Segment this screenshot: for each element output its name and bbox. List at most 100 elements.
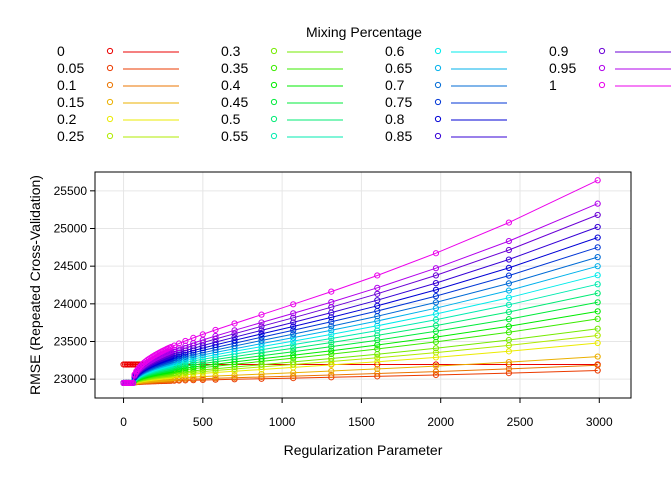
point-0.95-39: [290, 310, 297, 317]
x-tick-label-3: 1500: [348, 415, 375, 429]
point-0.2-41: [374, 358, 381, 365]
point-0.9-37: [231, 330, 238, 337]
point-0.65-42: [432, 305, 440, 312]
point-0.35-43: [505, 329, 512, 336]
legend-entry-0.85: 0.85: [385, 128, 507, 144]
legend-marker: [598, 47, 606, 55]
point-0.95-32: [175, 344, 183, 352]
point-0.9-41: [374, 290, 381, 297]
legend-marker: [434, 115, 442, 123]
legend-entry-0.9: 0.9: [549, 43, 671, 59]
point-0.55-39: [290, 341, 297, 348]
point-0.05-43: [505, 369, 512, 377]
point-0.9-39: [290, 314, 297, 321]
legend-label: 1: [549, 77, 557, 93]
point-0.15-41: [374, 365, 381, 373]
legend-entry-0.45: 0.45: [221, 94, 343, 110]
y-axis-title: RMSE (Repeated Cross-Validation): [27, 175, 43, 395]
point-0.85-38: [258, 327, 265, 334]
legend-title: Mixing Percentage: [306, 24, 422, 40]
legend-label: 0.7: [385, 77, 405, 93]
point-0.95-44: [594, 200, 601, 207]
y-axis: 23000 23500 24000 24500 25000 25500: [54, 184, 95, 386]
legend-marker: [270, 98, 278, 106]
point-0.6-40: [328, 331, 335, 338]
point-0.85-39: [290, 319, 297, 326]
point-0.1-44: [594, 362, 601, 369]
legend-label: 0.9: [549, 43, 569, 59]
point-0.8-39: [290, 323, 297, 330]
point-0.4-44: [594, 308, 601, 315]
point-0.3-42: [432, 345, 440, 352]
point-1-6: [129, 379, 137, 387]
legend-marker: [598, 81, 606, 89]
legend-entry-0.4: 0.4: [221, 77, 343, 93]
y-tick-label-3: 24500: [54, 259, 88, 273]
legend-marker: [106, 132, 114, 140]
point-1-35: [199, 331, 206, 338]
point-0.3-38: [258, 361, 265, 368]
point-0.85-44: [594, 223, 601, 231]
point-0.85-36: [212, 339, 219, 346]
point-0.55-40: [328, 335, 335, 342]
legend-label: 0.35: [221, 60, 248, 76]
x-tick-label-6: 3000: [586, 415, 613, 429]
legend-label: 0.85: [385, 128, 412, 144]
legend-entry-0.7: 0.7: [385, 77, 507, 93]
legend-label: 0.4: [221, 77, 241, 93]
point-0.95-42: [432, 265, 440, 272]
point-1-43: [505, 219, 512, 226]
legend-label: 0.65: [385, 60, 412, 76]
legend-label: 0.05: [57, 60, 84, 76]
point-0.6-39: [290, 338, 297, 345]
point-0.75-39: [290, 327, 297, 334]
point-0.55-43: [505, 301, 512, 308]
point-0.35-40: [328, 350, 335, 358]
point-1-9: [134, 365, 141, 373]
point-0.7-33: [182, 353, 189, 360]
point-0.25-44: [594, 332, 601, 339]
point-0.2-35: [199, 370, 206, 377]
legend-label: 0.2: [57, 111, 77, 127]
point-0.95-37: [231, 327, 238, 334]
x-tick-label-1: 500: [193, 415, 213, 429]
point-0.8-43: [505, 264, 512, 271]
point-0.1-43: [505, 365, 512, 373]
point-1-33: [182, 337, 189, 345]
point-0.2-36: [212, 369, 219, 376]
point-1-44: [594, 177, 601, 184]
point-0.3-43: [505, 336, 512, 344]
point-0.2-40: [328, 361, 335, 369]
series-1: [120, 177, 601, 387]
point-1-41: [374, 272, 381, 279]
point-0.15-40: [328, 367, 335, 375]
point-0.1-40: [328, 371, 335, 379]
legend-entry-0.3: 0.3: [221, 43, 343, 59]
x-tick-label-0: 0: [120, 415, 127, 429]
legend-marker: [434, 98, 442, 106]
point-0.45-44: [594, 299, 601, 306]
x-tick-label-4: 2000: [427, 415, 454, 429]
point-1-37: [231, 320, 238, 327]
point-0.35-41: [374, 345, 381, 353]
legend-marker: [106, 98, 114, 106]
point-1-36: [212, 326, 219, 334]
legend-entry-0.5: 0.5: [221, 111, 343, 127]
point-0.7-44: [594, 254, 601, 261]
point-0.15-38: [258, 370, 265, 378]
point-0.15-43: [505, 358, 512, 366]
point-0.3-39: [290, 358, 297, 365]
legend-entry-0.6: 0.6: [385, 43, 507, 59]
point-0.5-34: [190, 359, 197, 367]
legend-label: 0.5: [221, 111, 241, 127]
x-axis: 0 500 1000 1500 2000 2500 3000: [120, 398, 613, 429]
point-0.65-44: [594, 263, 601, 270]
point-0.65-43: [505, 287, 512, 294]
point-0.7-38: [258, 337, 265, 344]
point-0.65-39: [290, 334, 297, 341]
point-0.6-33: [182, 357, 189, 364]
point-0.75-42: [432, 293, 440, 300]
y-tick-label-2: 24000: [54, 297, 88, 311]
point-1-30: [168, 343, 175, 351]
point-0.4-39: [290, 352, 297, 359]
